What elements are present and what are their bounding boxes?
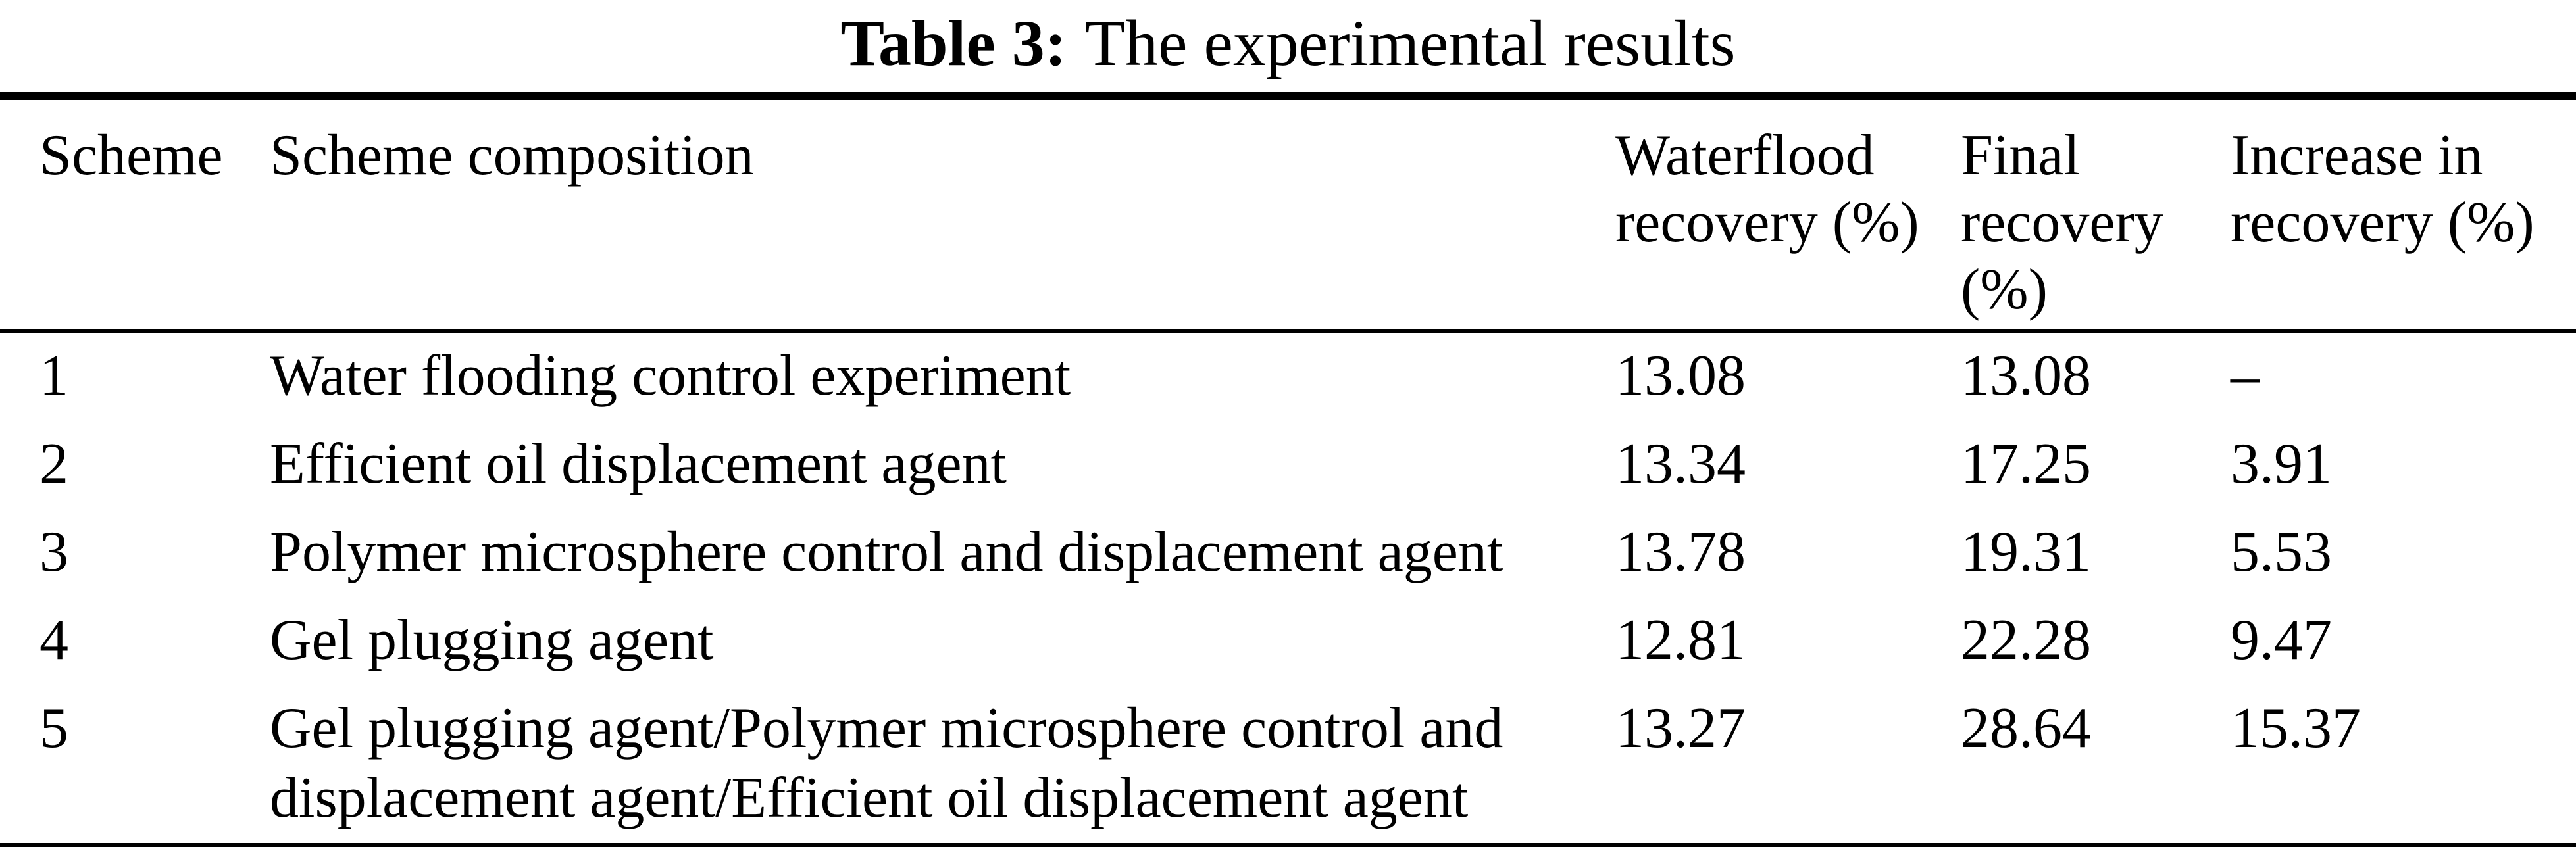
cell-waterflood-recovery: 12.81	[1615, 608, 1746, 672]
table-body: 1 Water flooding control experiment 13.0…	[0, 331, 2576, 847]
cell-increase-in-recovery: –	[2231, 344, 2260, 408]
cell-scheme: 2	[39, 432, 68, 496]
column-header-scheme: Scheme	[39, 124, 223, 187]
cell-increase-in-recovery: 15.37	[2231, 696, 2361, 760]
column-header-final-recovery: Final recovery (%)	[1961, 124, 2163, 322]
cell-final-recovery: 28.64	[1961, 696, 2091, 760]
table-caption-label: Table 3:	[840, 7, 1067, 80]
column-header-waterflood-recovery: Waterflood recovery (%)	[1615, 124, 1919, 254]
column-header-composition: Scheme composition	[270, 124, 754, 187]
results-table: Scheme Scheme composition Waterflood rec…	[0, 92, 2576, 847]
cell-scheme: 3	[39, 520, 68, 584]
table-header: Scheme Scheme composition Waterflood rec…	[0, 96, 2576, 331]
cell-scheme: 1	[39, 344, 68, 408]
cell-increase-in-recovery: 3.91	[2231, 432, 2332, 496]
cell-composition: Water flooding control experiment	[270, 344, 1071, 408]
table-row: 1 Water flooding control experiment 13.0…	[0, 331, 2576, 421]
cell-composition: Gel plugging agent	[270, 608, 714, 672]
column-header-increase-in-recovery: Increase in recovery (%)	[2231, 124, 2535, 254]
cell-composition: Polymer microsphere control and displace…	[270, 520, 1503, 584]
table-row: 5 Gel plugging agent/Polymer microsphere…	[0, 685, 2576, 847]
cell-final-recovery: 13.08	[1961, 344, 2091, 408]
cell-final-recovery: 17.25	[1961, 432, 2091, 496]
cell-final-recovery: 19.31	[1961, 520, 2091, 584]
cell-waterflood-recovery: 13.34	[1615, 432, 1746, 496]
cell-increase-in-recovery: 9.47	[2231, 608, 2332, 672]
cell-scheme: 4	[39, 608, 68, 672]
cell-composition: Gel plugging agent/Polymer microsphere c…	[270, 696, 1503, 830]
table-row: 4 Gel plugging agent 12.81 22.28 9.47	[0, 597, 2576, 685]
table-caption-text: The experimental results	[1085, 7, 1736, 80]
header-row: Scheme Scheme composition Waterflood rec…	[0, 96, 2576, 331]
cell-waterflood-recovery: 13.08	[1615, 344, 1746, 408]
table-row: 2 Efficient oil displacement agent 13.34…	[0, 421, 2576, 509]
cell-waterflood-recovery: 13.27	[1615, 696, 1746, 760]
cell-final-recovery: 22.28	[1961, 608, 2091, 672]
cell-composition: Efficient oil displacement agent	[270, 432, 1007, 496]
cell-waterflood-recovery: 13.78	[1615, 520, 1746, 584]
table-row: 3 Polymer microsphere control and displa…	[0, 509, 2576, 597]
cell-scheme: 5	[39, 696, 68, 760]
table-caption: Table 3: The experimental results	[0, 0, 2576, 80]
cell-increase-in-recovery: 5.53	[2231, 520, 2332, 584]
